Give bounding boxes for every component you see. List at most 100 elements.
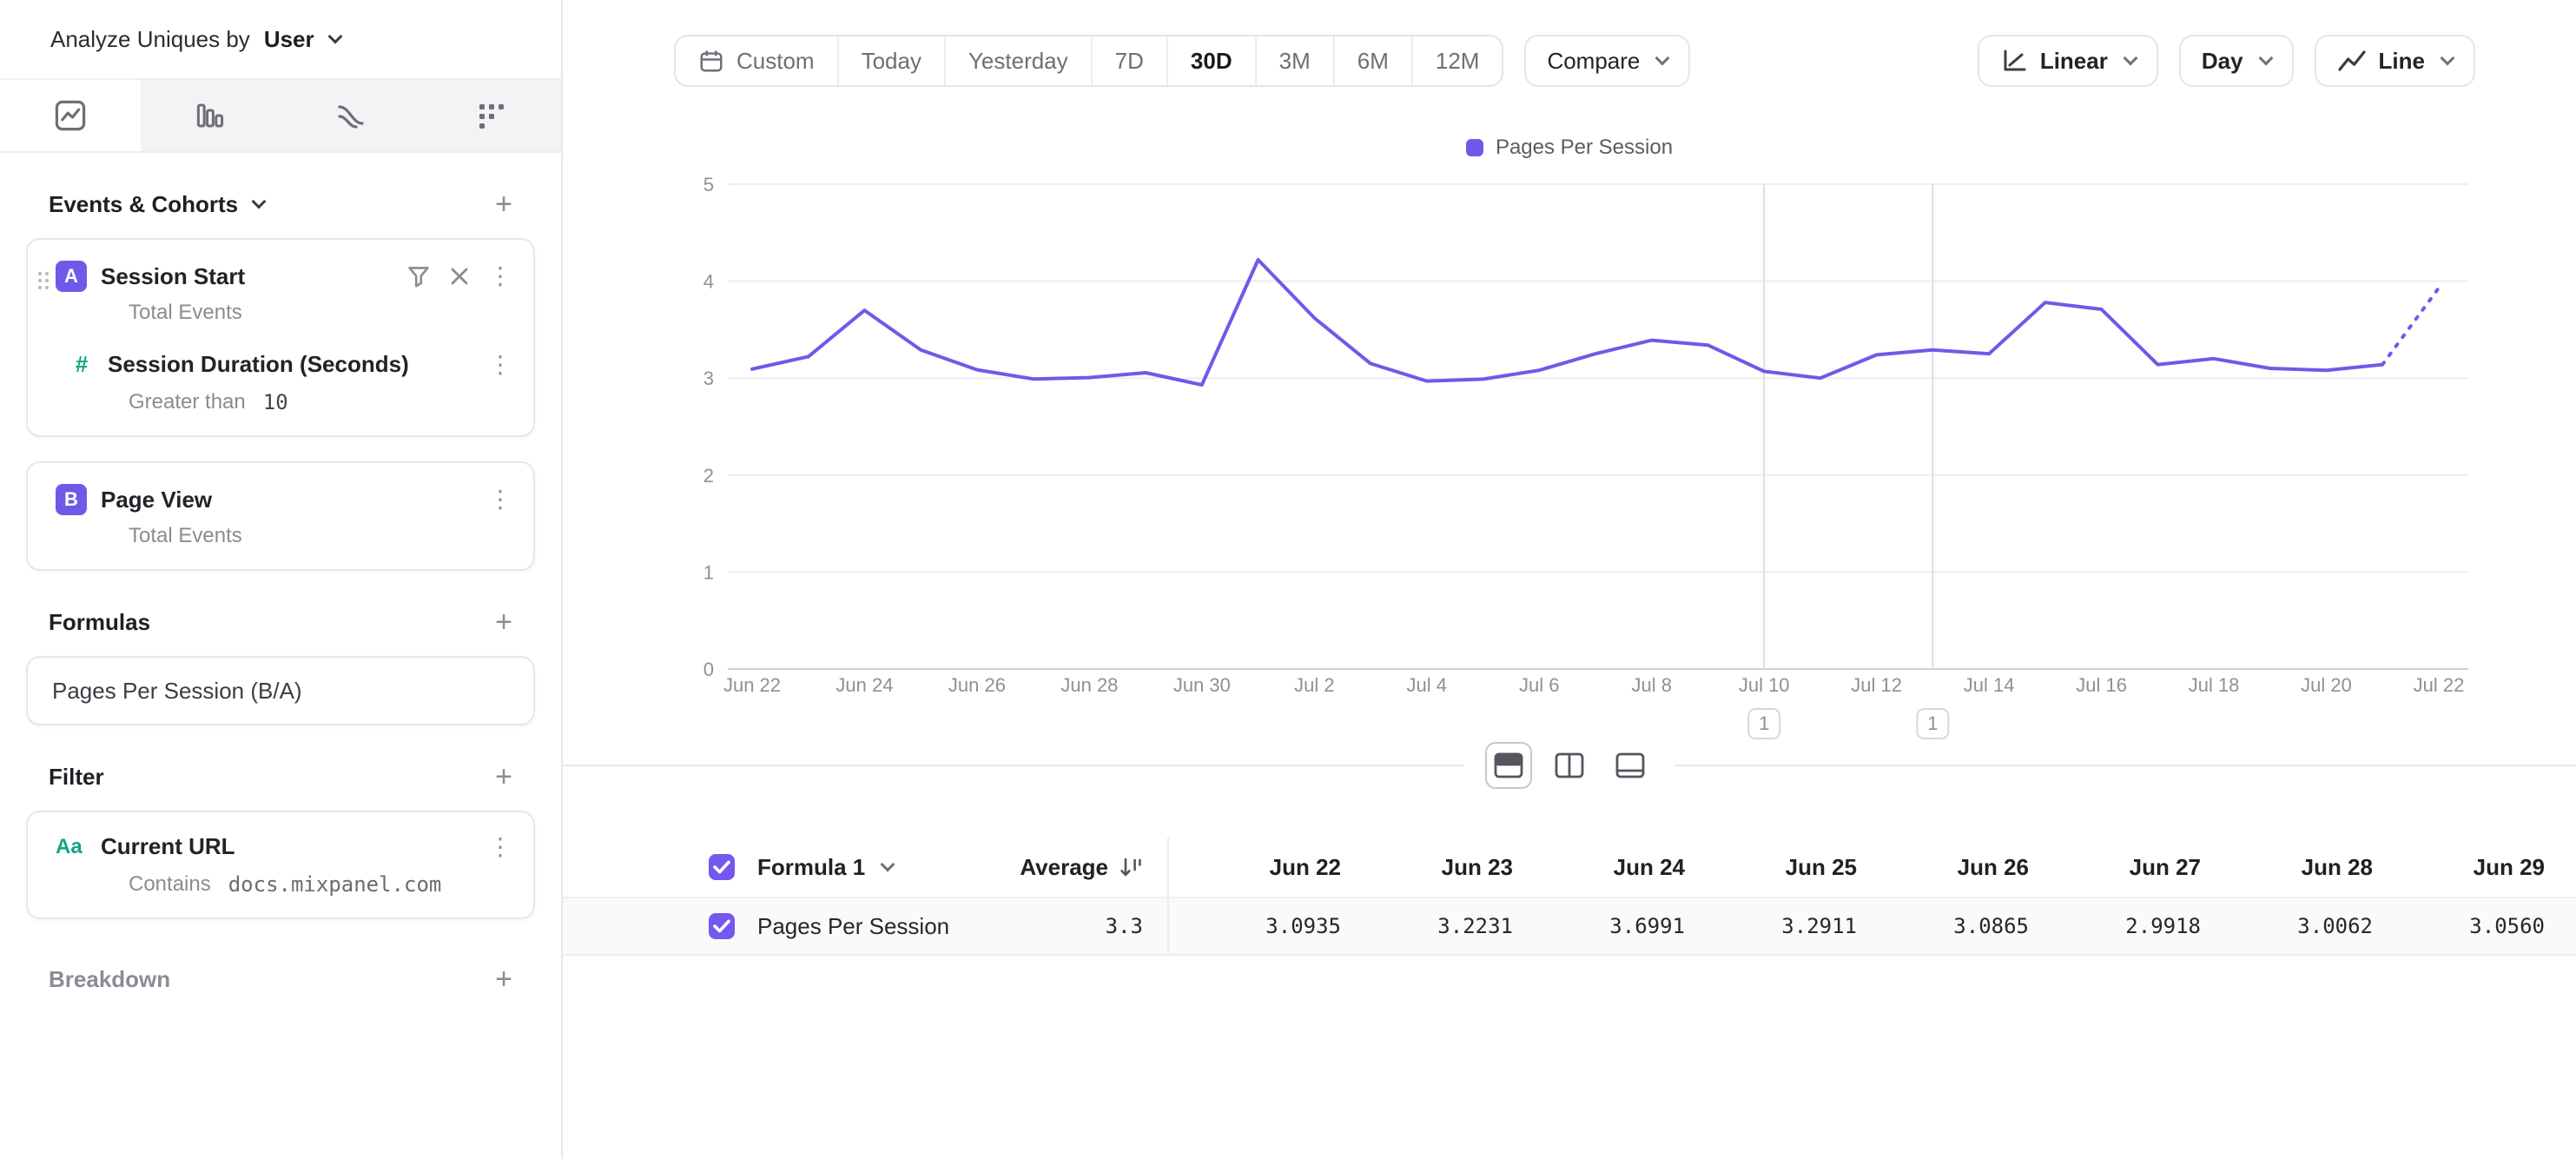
breakdown-section-header: Breakdown + [26,964,535,994]
range-label: 7D [1114,47,1144,74]
events-section-title[interactable]: Events & Cohorts [49,190,239,217]
operator-label[interactable]: Greater than [129,390,246,414]
close-icon[interactable] [450,267,469,286]
granularity-button[interactable]: Day [2178,35,2294,87]
table-row: Pages Per Session 3.3 3.0935 3.2231 3.69… [563,897,2576,956]
granularity-label: Day [2201,47,2243,74]
svg-text:Jul 8: Jul 8 [1631,674,1671,696]
tab-retention[interactable] [421,80,562,151]
range-label: 12M [1435,47,1480,74]
select-all-checkbox[interactable] [709,854,735,880]
property-filter-name[interactable]: Session Duration (Seconds) [108,351,409,377]
cell-value: 3.0865 [1953,914,2029,938]
series-name-cell[interactable]: Pages Per Session [757,898,1004,954]
chart-legend[interactable]: Pages Per Session [563,136,2576,160]
split-horizontal-toggle[interactable] [1485,742,1532,789]
svg-text:Jul 2: Jul 2 [1294,674,1334,696]
series-header[interactable]: Formula 1 [757,838,1004,897]
range-label: 6M [1357,47,1389,74]
column-header: Jun 24 [1613,853,1685,880]
range-custom[interactable]: Custom [676,36,839,85]
add-formula-button[interactable]: + [495,606,512,639]
range-yesterday[interactable]: Yesterday [946,36,1093,85]
filter-row: Aa Current URL ⋮ [56,833,512,860]
results-table: Formula 1 Average Jun 22 Jun 23 Jun 24 J… [563,838,2576,956]
sort-descending-icon [1119,856,1143,878]
kebab-icon[interactable]: ⋮ [488,350,512,378]
operator-value[interactable]: 10 [262,390,288,414]
bottom-panel-toggle[interactable] [1607,742,1654,789]
event-name[interactable]: Session Start [101,262,246,289]
event-letter-badge: A [56,261,87,292]
tab-insights[interactable] [0,80,141,151]
analyze-bar: Analyze Uniques by User [0,0,561,80]
events-section-header: Events & Cohorts + [26,189,535,219]
column-header: Jun 22 [1269,853,1341,880]
drag-handle-icon[interactable] [36,266,50,298]
range-3m[interactable]: 3M [1257,36,1335,85]
range-label: Custom [736,47,815,74]
add-filter-button[interactable]: + [495,760,512,793]
row-checkbox[interactable] [709,913,735,939]
formula-card[interactable]: Pages Per Session (B/A) [26,656,535,725]
kebab-icon[interactable]: ⋮ [488,486,512,513]
operator-value[interactable]: docs.mixpanel.com [228,872,442,897]
line-chart[interactable]: 0 1 2 3 4 5 1 1 Jun 22 Jun 24 Jun 26 Jun 28 Jun 30 Ju… [563,170,2576,758]
event-name[interactable]: Page View [101,486,213,513]
scale-label: Linear [2039,47,2108,74]
line-chart-type-icon [2337,48,2367,74]
add-breakdown-button[interactable]: + [495,963,512,996]
filter-section-header: Filter + [26,762,535,791]
svg-text:2: 2 [703,465,714,487]
range-30d[interactable]: 30D [1168,36,1257,85]
range-6m[interactable]: 6M [1335,36,1413,85]
event-row-actions: ⋮ [406,264,512,288]
range-12m[interactable]: 12M [1413,36,1503,85]
chart-type-button[interactable]: Line [2314,35,2475,87]
query-builder-sidebar: Analyze Uniques by User [0,0,563,1159]
table-header-row: Formula 1 Average Jun 22 Jun 23 Jun 24 J… [563,838,2576,897]
compare-button[interactable]: Compare [1524,35,1691,87]
event-measure[interactable]: Total Events [129,301,242,324]
column-header: Jun 25 [1785,853,1857,880]
event-row: B Page View ⋮ [56,484,512,515]
svg-text:1: 1 [703,561,714,583]
svg-text:Jul 12: Jul 12 [1851,674,1902,696]
column-header: Jun 23 [1441,853,1513,880]
bar-chart-icon [193,98,228,133]
split-vertical-toggle[interactable] [1546,742,1593,789]
event-row: A Session Start ⋮ [56,261,512,292]
event-letter-badge: B [56,484,87,515]
series-name: Pages Per Session [757,912,950,939]
formula-expression[interactable]: Pages Per Session (B/A) [52,677,302,704]
kebab-icon[interactable]: ⋮ [488,832,512,860]
add-event-button[interactable]: + [495,188,512,221]
operator-label[interactable]: Contains [129,872,211,896]
svg-text:Jul 22: Jul 22 [2414,674,2465,696]
event-card-session-start: A Session Start ⋮ Total Events # [26,238,535,437]
tab-funnels[interactable] [141,80,281,151]
average-header[interactable]: Average [1004,838,1143,897]
chart-toolbar: Custom Today Yesterday 7D 30D 3M 6M 12M … [674,35,2475,87]
chevron-down-icon [880,857,895,872]
range-7d[interactable]: 7D [1093,36,1168,85]
filter-property-name[interactable]: Current URL [101,833,235,859]
scale-button[interactable]: Linear [1977,35,2158,87]
property-filter-row: # Session Duration (Seconds) ⋮ [69,351,512,378]
svg-text:Jul 20: Jul 20 [2301,674,2352,696]
filter-funnel-icon[interactable] [406,264,431,288]
event-measure[interactable]: Total Events [129,524,242,547]
sidebar-content: Events & Cohorts + A Session Start [0,153,561,1159]
kebab-icon[interactable]: ⋮ [488,262,512,289]
analyze-by-label: Analyze Uniques by [50,25,250,52]
report-type-tabs [0,80,561,153]
formulas-section-header: Formulas + [26,607,535,637]
analyze-by-selector[interactable]: User [263,25,314,52]
legend-label: Pages Per Session [1495,136,1674,159]
svg-text:Jul 4: Jul 4 [1407,674,1447,696]
tab-flows[interactable] [281,80,421,151]
range-today[interactable]: Today [839,36,946,85]
svg-text:5: 5 [703,174,714,195]
string-property-icon: Aa [56,834,83,858]
line-chart-icon [53,98,88,133]
